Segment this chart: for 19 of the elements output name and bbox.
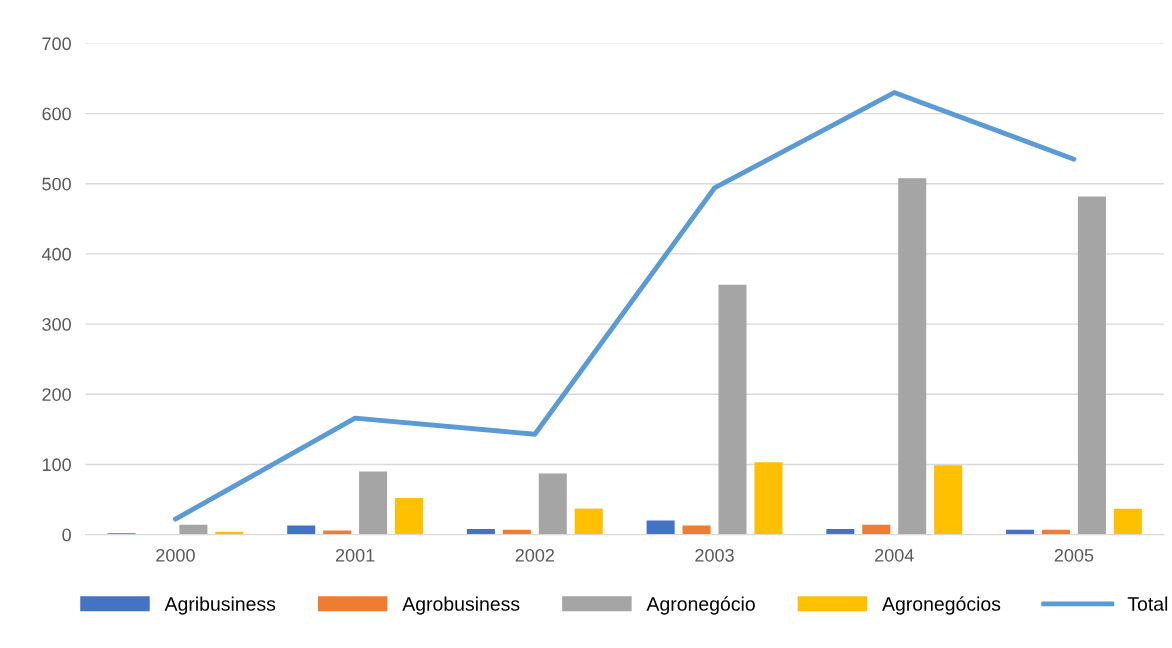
x-tick-label: 2003 [695, 548, 734, 562]
y-tick-label: 400 [41, 247, 71, 261]
y-tick-label: 700 [42, 37, 71, 51]
legend-label: Agribusiness [164, 596, 276, 615]
x-tick-label: 2002 [515, 548, 554, 562]
legend-label: Agronegócio [646, 596, 755, 615]
legend-label: Total [1127, 596, 1168, 611]
x-tick-label: 2004 [875, 548, 914, 562]
y-tick-label: 300 [42, 318, 71, 331]
x-tick-label: 2005 [1054, 548, 1094, 562]
y-tick-label: 500 [42, 177, 71, 191]
legend-label: Agronegócios [882, 596, 1001, 615]
y-tick-label: 600 [42, 107, 71, 121]
y-tick-label: 0 [62, 528, 71, 542]
x-tick-label: 2000 [156, 548, 195, 562]
y-tick-label: 200 [42, 388, 71, 401]
x-tick-label: 2001 [335, 548, 375, 562]
legend-label: Agrobusiness [402, 596, 520, 615]
y-tick-label: 100 [42, 458, 71, 472]
